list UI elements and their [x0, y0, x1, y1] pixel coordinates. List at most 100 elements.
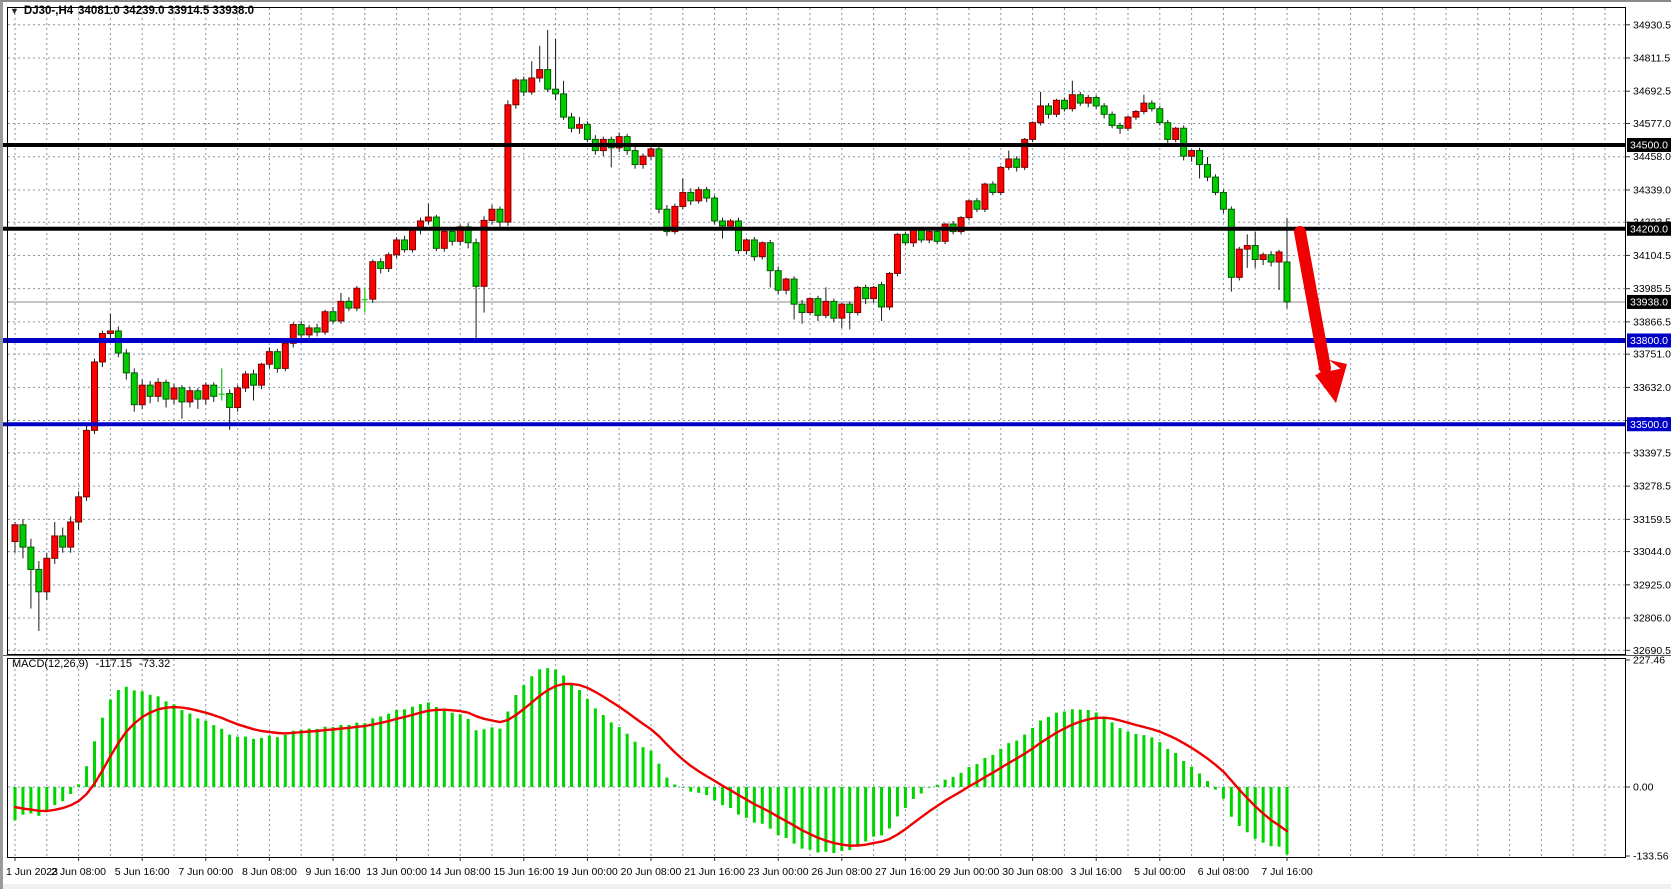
symbol-timeframe-label: DJ30-,H4 [23, 5, 74, 17]
time-tick-label: 8 Jun 08:00 [242, 866, 297, 878]
price-tick-label: 32925.0 [1633, 579, 1671, 591]
candle [583, 121, 591, 143]
bull-candle-body [925, 231, 933, 241]
bull-candle-body [154, 381, 162, 397]
bull-candle-body [575, 124, 583, 129]
macd-tick-label: 227.46 [1633, 655, 1665, 667]
bull-candle-body [981, 183, 989, 210]
candle [369, 259, 377, 303]
candle [1235, 246, 1243, 281]
bear-candle-body [1219, 191, 1227, 210]
candle [711, 195, 719, 225]
bull-candle-body [186, 390, 194, 403]
candle [138, 379, 146, 409]
bear-candle-body [663, 208, 671, 233]
bull-candle-body [1259, 254, 1267, 260]
candle [742, 238, 750, 255]
candle [893, 232, 901, 277]
bear-candle-body [552, 88, 560, 95]
candle [83, 424, 91, 502]
bear-candle-body [830, 300, 838, 319]
candle [695, 186, 703, 204]
bull-candle-body [1005, 158, 1013, 168]
bull-candle-body [202, 384, 210, 400]
candle [401, 235, 409, 253]
chart-background [3, 2, 1671, 889]
bear-candle-body [194, 390, 202, 400]
macd-histogram [13, 668, 1289, 855]
bull-candle-body [647, 148, 655, 157]
bear-candle-body [1180, 127, 1188, 157]
price-badge-label: 34200.0 [1630, 223, 1668, 235]
candle [321, 309, 329, 335]
bull-candle-body [1243, 245, 1251, 250]
bull-candle-body [806, 298, 814, 314]
candle [218, 368, 225, 401]
bull-candle-body [265, 351, 273, 365]
candle [544, 29, 552, 92]
candle [250, 369, 257, 401]
time-tick-label: 3 Jul 16:00 [1071, 866, 1123, 878]
bear-candle-body [1251, 245, 1259, 260]
macd-tick-label: -133.56 [1633, 851, 1669, 863]
candle [997, 165, 1005, 196]
candle [1037, 91, 1045, 126]
bear-candle-body [687, 191, 695, 202]
candle [512, 77, 520, 109]
bear-candle-body [933, 231, 941, 242]
bear-candle-body [35, 568, 43, 593]
bear-candle-body [917, 229, 925, 241]
candle [1132, 110, 1140, 120]
candle [67, 516, 75, 553]
bull-candle-body [941, 223, 949, 242]
candle [957, 216, 965, 235]
candle [933, 228, 941, 245]
price-badge-label: 34500.0 [1630, 140, 1668, 152]
candle [35, 561, 43, 631]
bear-candle-body [1108, 113, 1116, 126]
bull-candle-body [782, 278, 790, 291]
bull-candle-body [337, 300, 345, 322]
candle [758, 241, 766, 260]
price-tick-label: 34811.5 [1633, 53, 1670, 65]
candle [162, 379, 170, 408]
candle [186, 386, 194, 408]
candle [1180, 125, 1188, 161]
bear-candle-body [273, 351, 281, 369]
bull-candle-body [886, 272, 893, 308]
bull-candle-body [1021, 138, 1029, 168]
chart-canvas[interactable]: 34930.5 34811.5 34692.5 34577.0 34458.0 34339… [3, 2, 1671, 889]
bear-candle-body [1196, 150, 1204, 166]
bear-candle-body [377, 261, 385, 269]
price-tick-label: 33632.0 [1633, 382, 1671, 394]
candle [655, 146, 663, 214]
candle [91, 358, 98, 435]
bear-candle-body [130, 372, 138, 406]
time-tick-label: 30 Jun 08:00 [1002, 866, 1063, 878]
bear-candle-body [560, 93, 568, 118]
bull-candle-body [822, 300, 830, 316]
candle [663, 205, 671, 236]
bull-candle-body [1068, 94, 1076, 110]
candle [1204, 157, 1211, 182]
candle [51, 521, 59, 564]
bull-candle-body [1029, 122, 1037, 140]
bull-candle-body [75, 496, 83, 523]
bull-candle-body [424, 216, 432, 222]
bear-candle-body [774, 270, 782, 291]
arrow-shaft[interactable] [1294, 226, 1331, 374]
time-tick-label: 29 Jun 00:00 [939, 866, 1000, 878]
bear-candle-body [19, 524, 27, 548]
candle [273, 348, 281, 373]
bear-candle-body [766, 242, 774, 272]
time-tick-label: 1 Jun 2023 [6, 866, 58, 878]
time-tick-label: 26 Jun 08:00 [811, 866, 872, 878]
candle [1045, 103, 1052, 119]
bull-candle-body [671, 205, 679, 233]
candle [1084, 94, 1092, 108]
symbol-dropdown-icon[interactable]: ▼ [10, 6, 19, 16]
bull-candle-body [51, 535, 59, 559]
candle [424, 203, 432, 225]
bear-candle-body [544, 69, 552, 90]
